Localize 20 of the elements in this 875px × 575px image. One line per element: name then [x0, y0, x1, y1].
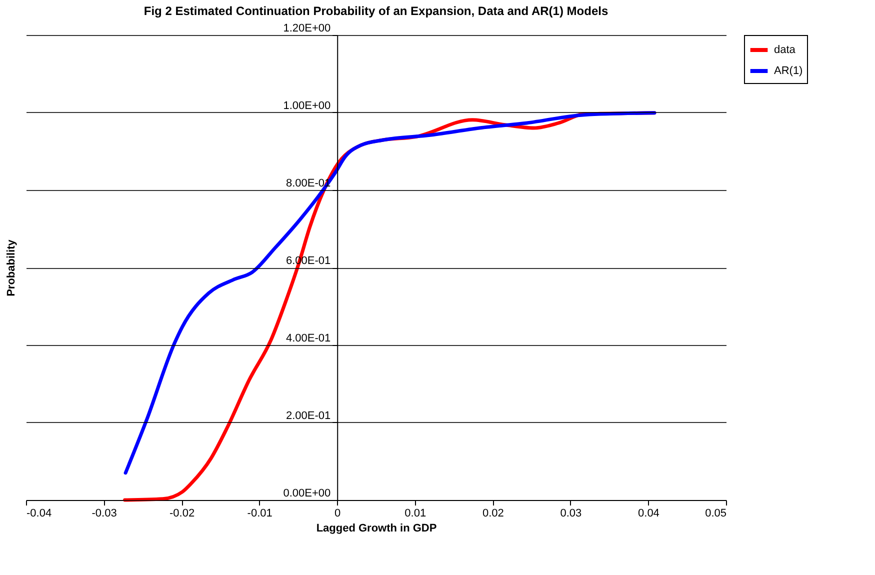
y-tick-label: 0.00E+00	[283, 488, 331, 500]
x-tick-label: 0.04	[638, 508, 660, 520]
x-tick-label: 0.03	[560, 508, 582, 520]
chart-title: Fig 2 Estimated Continuation Probability of an Expansion, Data and AR(1) Models	[144, 4, 608, 18]
y-tick-label: 1.00E+00	[283, 100, 331, 112]
y-tick-label: 1.20E+00	[283, 22, 331, 34]
x-tick-label: -0.04	[26, 508, 52, 520]
x-tick-label: -0.03	[92, 508, 117, 520]
legend-label: AR(1)	[774, 65, 803, 77]
x-tick-label: 0.05	[705, 508, 726, 520]
x-tick-label: 0.02	[482, 508, 504, 520]
legend-label: data	[774, 44, 796, 56]
x-tick-label: -0.01	[247, 508, 272, 520]
y-tick-label: 2.00E-01	[286, 410, 331, 422]
x-tick-label: -0.02	[170, 508, 195, 520]
y-tick-label: 4.00E-01	[286, 332, 331, 344]
x-axis-title: Lagged Growth in GDP	[316, 522, 437, 534]
y-axis-title: Probability	[6, 238, 18, 296]
x-tick-label: 0	[334, 508, 341, 520]
x-tick-label: 0.01	[404, 508, 426, 520]
